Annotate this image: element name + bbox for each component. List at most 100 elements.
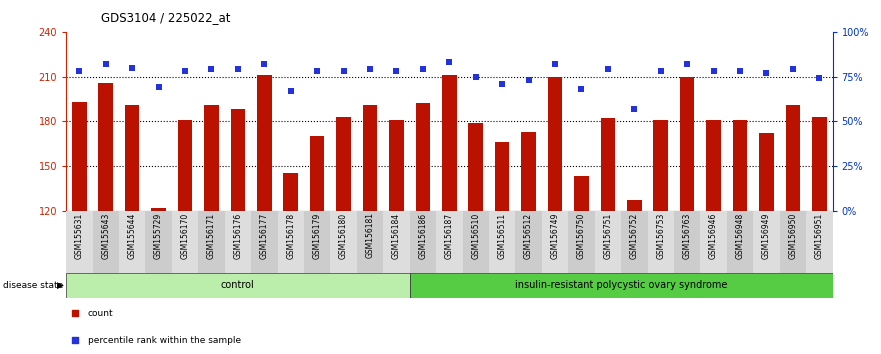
Bar xyxy=(363,105,377,211)
Point xyxy=(574,86,589,92)
Point xyxy=(442,59,456,65)
Bar xyxy=(707,120,721,211)
Text: GSM156750: GSM156750 xyxy=(577,212,586,259)
Text: ▶: ▶ xyxy=(57,281,64,290)
Text: GSM156753: GSM156753 xyxy=(656,212,665,259)
Bar xyxy=(654,120,668,211)
Bar xyxy=(568,211,595,273)
Point xyxy=(125,65,139,70)
Text: GSM156181: GSM156181 xyxy=(366,212,374,258)
Bar xyxy=(786,105,800,211)
Text: GSM155729: GSM155729 xyxy=(154,212,163,259)
Text: GSM156170: GSM156170 xyxy=(181,212,189,259)
Bar xyxy=(257,75,271,211)
Bar xyxy=(410,273,833,298)
Bar xyxy=(231,109,245,211)
Text: GSM156178: GSM156178 xyxy=(286,212,295,259)
Bar xyxy=(284,173,298,211)
Point xyxy=(363,67,377,72)
Point xyxy=(99,61,113,67)
Bar xyxy=(463,211,489,273)
Text: GSM156180: GSM156180 xyxy=(339,212,348,259)
Bar xyxy=(753,211,780,273)
Bar xyxy=(806,211,833,273)
Text: GSM156948: GSM156948 xyxy=(736,212,744,259)
Bar xyxy=(304,211,330,273)
Bar xyxy=(72,102,86,211)
Bar xyxy=(621,211,648,273)
Bar xyxy=(178,120,192,211)
Bar xyxy=(416,103,430,211)
Bar xyxy=(337,117,351,211)
Bar xyxy=(198,211,225,273)
Bar xyxy=(310,136,324,211)
Bar xyxy=(125,105,139,211)
Point xyxy=(759,70,774,76)
Bar xyxy=(680,76,694,211)
Point xyxy=(786,67,800,72)
Bar xyxy=(93,211,119,273)
Bar xyxy=(601,118,615,211)
Bar xyxy=(733,120,747,211)
Point xyxy=(389,68,403,74)
Text: GSM156951: GSM156951 xyxy=(815,212,824,259)
Bar xyxy=(627,200,641,211)
Text: GDS3104 / 225022_at: GDS3104 / 225022_at xyxy=(101,11,231,24)
Bar xyxy=(548,76,562,211)
Text: GSM156751: GSM156751 xyxy=(603,212,612,259)
Bar xyxy=(410,211,436,273)
Bar xyxy=(383,211,410,273)
Bar xyxy=(700,211,727,273)
Bar xyxy=(595,211,621,273)
Point xyxy=(284,88,298,94)
Text: count: count xyxy=(87,309,113,318)
Bar xyxy=(780,211,806,273)
Point xyxy=(548,61,562,67)
Point xyxy=(469,74,483,79)
Bar xyxy=(442,75,456,211)
Bar xyxy=(172,211,198,273)
Text: GSM156177: GSM156177 xyxy=(260,212,269,259)
Bar xyxy=(674,211,700,273)
Bar xyxy=(357,211,383,273)
Bar xyxy=(436,211,463,273)
Text: GSM156176: GSM156176 xyxy=(233,212,242,259)
Text: GSM156511: GSM156511 xyxy=(498,212,507,259)
Point xyxy=(72,68,86,74)
Bar xyxy=(389,120,403,211)
Bar xyxy=(99,82,113,211)
Point xyxy=(654,68,668,74)
Text: GSM156184: GSM156184 xyxy=(392,212,401,259)
Point xyxy=(68,310,82,316)
Bar xyxy=(727,211,753,273)
Point xyxy=(178,68,192,74)
Text: GSM156752: GSM156752 xyxy=(630,212,639,259)
Bar xyxy=(812,117,826,211)
Point xyxy=(601,67,615,72)
Bar xyxy=(522,132,536,211)
Bar xyxy=(469,123,483,211)
Text: GSM155644: GSM155644 xyxy=(128,212,137,259)
Bar xyxy=(119,211,145,273)
Point xyxy=(627,106,641,112)
Bar xyxy=(225,211,251,273)
Text: GSM156950: GSM156950 xyxy=(788,212,797,259)
Point xyxy=(733,68,747,74)
Bar xyxy=(515,211,542,273)
Point xyxy=(707,68,721,74)
Point xyxy=(152,85,166,90)
Point xyxy=(204,67,218,72)
Text: GSM156179: GSM156179 xyxy=(313,212,322,259)
Text: GSM156186: GSM156186 xyxy=(418,212,427,259)
Bar xyxy=(152,208,166,211)
Point xyxy=(310,68,324,74)
Text: insulin-resistant polycystic ovary syndrome: insulin-resistant polycystic ovary syndr… xyxy=(515,280,728,290)
Point xyxy=(680,61,694,67)
Bar xyxy=(489,211,515,273)
Point xyxy=(416,67,430,72)
Point xyxy=(68,337,82,343)
Point xyxy=(522,77,536,83)
Text: GSM156510: GSM156510 xyxy=(471,212,480,259)
Bar xyxy=(759,133,774,211)
Text: GSM156749: GSM156749 xyxy=(551,212,559,259)
